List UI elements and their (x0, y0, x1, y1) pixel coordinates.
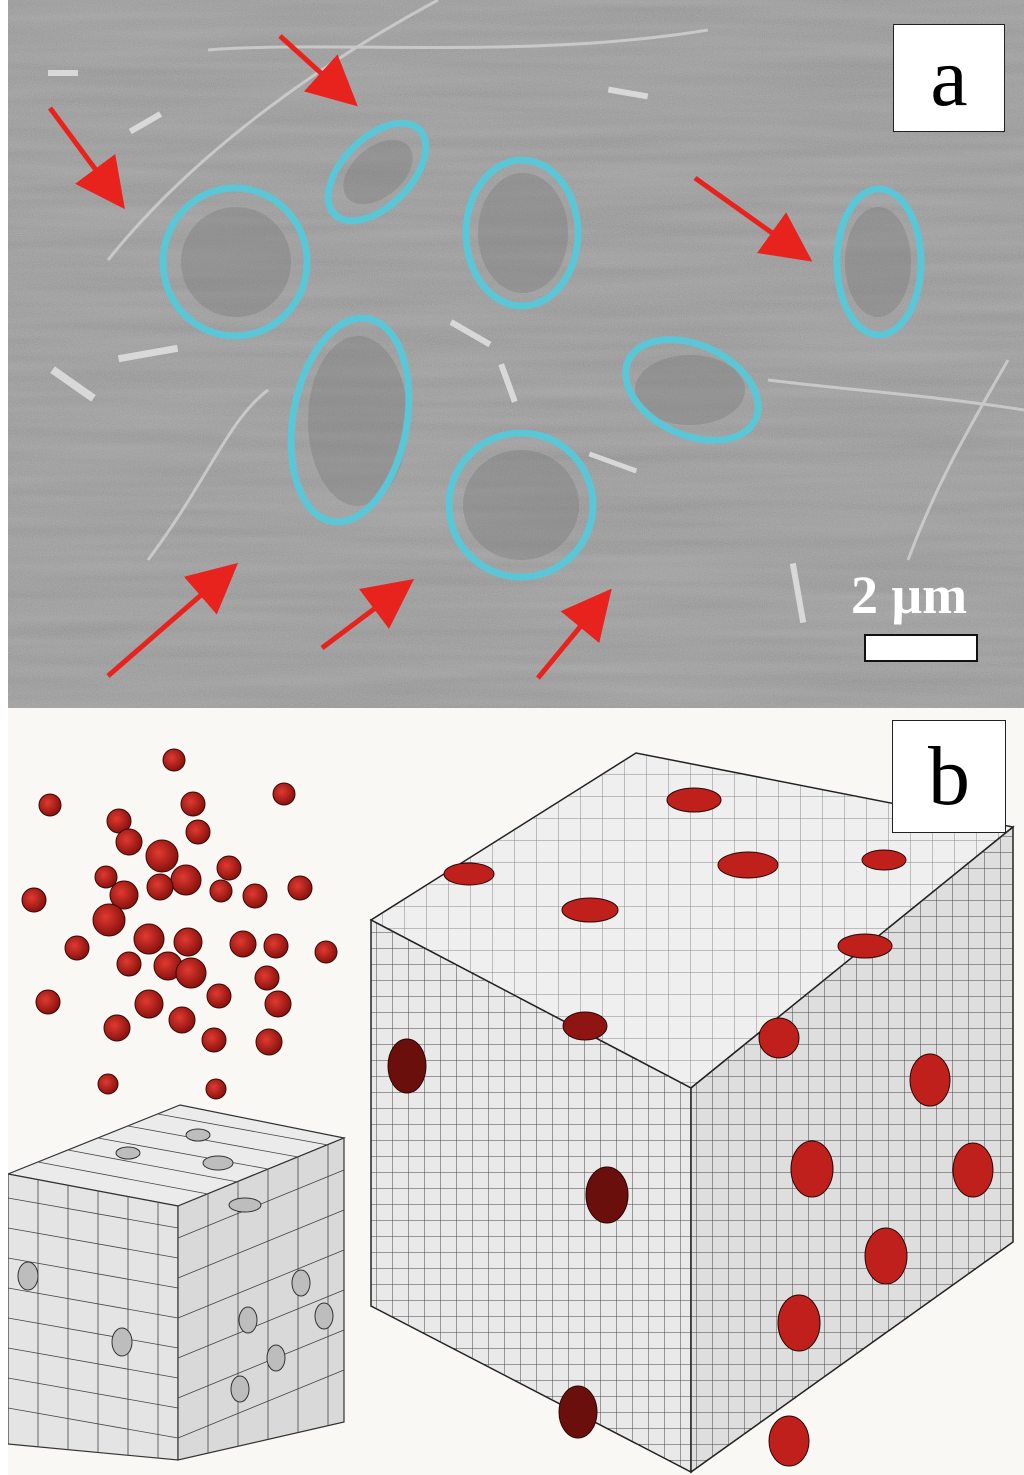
inclusion-particle (168, 1006, 196, 1034)
inclusion-particle (145, 839, 179, 873)
panel-label-b: b (892, 720, 1006, 833)
embedded-inclusion (768, 1415, 810, 1467)
embedded-inclusion (558, 1385, 598, 1439)
embedded-inclusion (777, 1294, 821, 1352)
inclusion-particle (216, 855, 242, 881)
inclusion-particle (97, 1073, 119, 1095)
inclusion-particle (162, 748, 186, 772)
inclusion-particle (109, 880, 139, 910)
inclusion-particles (21, 748, 338, 1100)
inclusion-particle (94, 865, 118, 889)
inclusion-particle (242, 883, 268, 909)
inclusion-particle (287, 875, 313, 901)
inclusion-particle (116, 951, 142, 977)
embedded-inclusion (387, 1038, 427, 1094)
inclusion-particle (35, 989, 61, 1015)
sem-micrograph-panel: a 2 μm (8, 0, 1024, 708)
inclusion-particle (229, 930, 257, 958)
surface-ridges (106, 0, 1024, 561)
embedded-inclusion (952, 1142, 994, 1198)
inclusion-particle (255, 1028, 283, 1056)
large-mesh-cube (369, 752, 1015, 1474)
inclusion-particle (254, 965, 280, 991)
embedded-inclusion (837, 933, 893, 959)
inclusion-particle (38, 793, 62, 817)
embedded-inclusion (864, 1227, 908, 1285)
panel-label-a: a (893, 24, 1005, 132)
inclusion-particle (272, 782, 296, 806)
panel-label-b-text: b (928, 729, 970, 823)
arrow (693, 175, 813, 262)
arrow (320, 579, 414, 650)
panel-label-a-text: a (930, 31, 968, 124)
embedded-inclusion (666, 787, 722, 813)
highlight-ellipse (833, 185, 925, 339)
scale-bar-label: 2 μm (851, 565, 968, 625)
highlight-ellipse (287, 314, 413, 526)
inclusion-particle (64, 935, 90, 961)
inclusion-particle (205, 1078, 227, 1100)
inclusion-particle (133, 923, 165, 955)
highlight-ellipse (159, 184, 311, 340)
scale-bar (864, 634, 978, 662)
embedded-inclusion (562, 1011, 608, 1041)
highlight-ellipse (622, 336, 762, 444)
highlight-ellipse (445, 429, 597, 581)
highlight-ellipse (462, 156, 582, 310)
inclusion-particle (170, 864, 202, 896)
particle-clusters (181, 139, 911, 560)
inclusion-particle (92, 903, 126, 937)
arrow (106, 562, 239, 678)
embedded-inclusion (861, 849, 907, 871)
embedded-inclusion (443, 862, 495, 886)
arrow (47, 106, 125, 210)
inclusion-particle (115, 828, 143, 856)
embedded-inclusion (717, 851, 779, 879)
inclusion-particle (263, 933, 289, 959)
sem-image (8, 0, 1024, 708)
small-mesh-cube (8, 1104, 347, 1461)
embedded-inclusion (585, 1166, 629, 1224)
pore-arrows (47, 34, 813, 680)
inclusion-particle (209, 879, 233, 903)
embedded-inclusions (387, 787, 994, 1467)
inclusion-particle (175, 957, 207, 989)
embedded-inclusion (561, 897, 619, 923)
highlight-ellipse (324, 119, 430, 225)
arrow (278, 34, 358, 107)
inclusion-particle (103, 1014, 131, 1042)
inclusion-particle (134, 989, 164, 1019)
inclusion-particle (206, 983, 232, 1009)
inclusion-particle (185, 819, 211, 845)
inclusion-particle (146, 873, 174, 901)
embedded-inclusion (758, 1017, 800, 1059)
embedded-inclusion (790, 1140, 834, 1198)
surface-debris (48, 70, 807, 624)
arrow (536, 588, 612, 680)
inclusion-particle (264, 990, 292, 1018)
embedded-inclusion (909, 1053, 951, 1107)
inclusion-particle (314, 940, 338, 964)
mesh-figure (8, 708, 1024, 1475)
inclusion-particle (180, 791, 206, 817)
inclusion-particle (21, 887, 47, 913)
fe-mesh-panel: b (8, 708, 1024, 1475)
inclusion-particle (201, 1027, 227, 1053)
inclusion-particle (173, 927, 203, 957)
inclusion-highlights (159, 119, 925, 581)
